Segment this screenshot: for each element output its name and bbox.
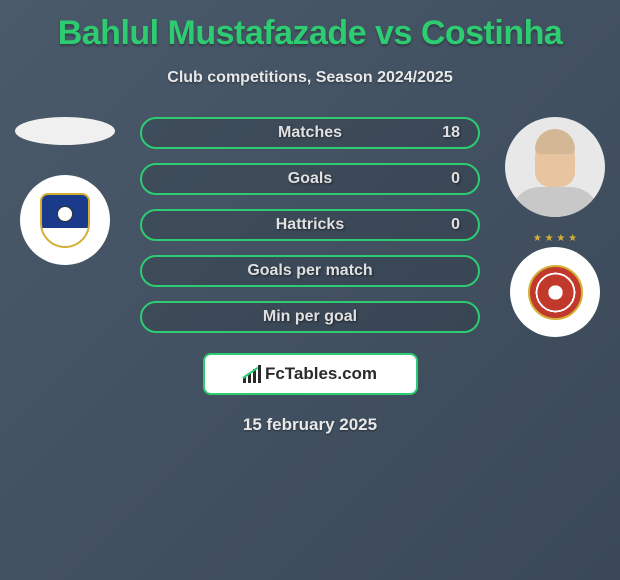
avatar-head bbox=[535, 137, 575, 187]
shield-icon bbox=[40, 193, 90, 248]
logo-text: FcTables.com bbox=[265, 364, 377, 384]
fctables-logo: FcTables.com bbox=[203, 353, 418, 395]
date-text: 15 february 2025 bbox=[0, 415, 620, 435]
season-subtitle: Club competitions, Season 2024/2025 bbox=[0, 69, 620, 87]
stat-value: 18 bbox=[442, 124, 460, 142]
stat-row-hattricks: Hattricks 0 bbox=[140, 209, 480, 241]
stat-row-matches: Matches 18 bbox=[140, 117, 480, 149]
stat-row-goals: Goals 0 bbox=[140, 163, 480, 195]
stat-label: Goals bbox=[288, 170, 332, 188]
avatar-hair bbox=[535, 129, 575, 154]
right-player-column: ★ ★ ★ ★ bbox=[500, 117, 610, 337]
ring-icon bbox=[528, 265, 583, 320]
comparison-title: Bahlul Mustafazade vs Costinha bbox=[0, 0, 620, 53]
stat-label: Goals per match bbox=[247, 262, 372, 280]
stars-icon: ★ ★ ★ ★ bbox=[533, 233, 577, 244]
stat-label: Min per goal bbox=[263, 308, 357, 326]
stat-row-min-per-goal: Min per goal bbox=[140, 301, 480, 333]
stat-rows: Matches 18 Goals 0 Hattricks 0 Goals per… bbox=[140, 117, 480, 333]
avatar-shoulders bbox=[510, 187, 600, 217]
stat-label: Hattricks bbox=[276, 216, 344, 234]
player-right-avatar bbox=[505, 117, 605, 217]
stats-area: ★ ★ ★ ★ Matches 18 Goals 0 Hattricks 0 G… bbox=[0, 117, 620, 333]
stat-value: 0 bbox=[451, 170, 460, 188]
stat-label: Matches bbox=[278, 124, 342, 142]
club-right-logo: ★ ★ ★ ★ bbox=[510, 247, 600, 337]
left-player-column bbox=[10, 117, 120, 265]
ball-icon bbox=[57, 206, 73, 222]
stat-row-goals-per-match: Goals per match bbox=[140, 255, 480, 287]
club-left-logo bbox=[20, 175, 110, 265]
bar-chart-icon bbox=[243, 365, 261, 383]
stat-value: 0 bbox=[451, 216, 460, 234]
player-left-avatar bbox=[15, 117, 115, 145]
